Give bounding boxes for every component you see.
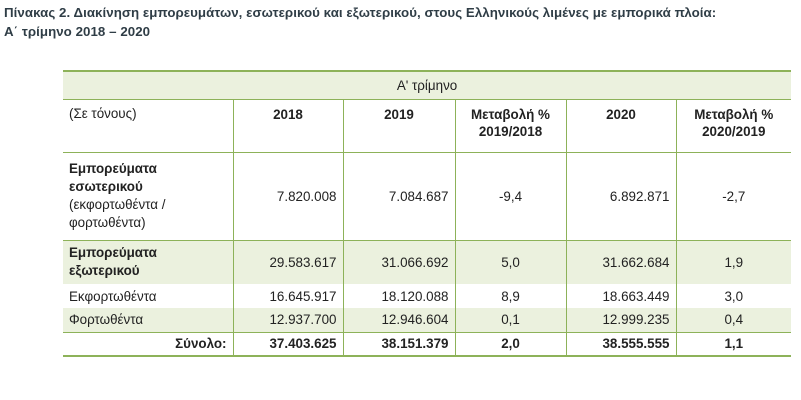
header-2019: 2019 xyxy=(342,98,455,152)
header-change-2020-2019-line2: 2020/2019 xyxy=(702,123,766,139)
cargo-table: Α' τρίμηνο (Σε τόνους) 2018 2019 Μεταβολ… xyxy=(63,70,792,357)
cell-foreign-change2: 1,9 xyxy=(675,239,792,284)
header-change-2020-2019: Μεταβολή % 2020/2019 xyxy=(675,98,792,152)
cell-unloaded-change1: 8,9 xyxy=(454,284,566,308)
cell-loaded-2019: 12.946.604 xyxy=(342,308,455,332)
cell-unloaded-2018: 16.645.917 xyxy=(232,284,343,308)
cell-domestic-change1: -9,4 xyxy=(454,151,566,240)
cell-total-2019: 38.151.379 xyxy=(342,331,455,357)
cell-unloaded-change2: 3,0 xyxy=(675,284,792,308)
cell-loaded-change2: 0,4 xyxy=(675,308,792,332)
table-row-loaded: Φορτωθέντα 12.937.700 12.946.604 0,1 12.… xyxy=(63,308,792,332)
cell-loaded-2018: 12.937.700 xyxy=(232,308,343,332)
cell-foreign-2019: 31.066.692 xyxy=(342,239,455,284)
cell-foreign-change1: 5,0 xyxy=(454,239,566,284)
row-label-unloaded: Εκφορτωθέντα xyxy=(69,288,157,304)
group-header: Α' τρίμηνο xyxy=(63,70,792,99)
cell-total-2020: 38.555.555 xyxy=(565,331,676,357)
header-change-2020-2019-line1: Μεταβολή % xyxy=(694,106,774,122)
column-header-row: (Σε τόνους) 2018 2019 Μεταβολή % 2019/20… xyxy=(63,98,792,152)
header-change-2019-2018-line2: 2019/2018 xyxy=(478,123,543,139)
cell-domestic-2019: 7.084.687 xyxy=(342,151,455,240)
cell-loaded-2020: 12.999.235 xyxy=(565,308,676,332)
page-title: Πίνακας 2. Διακίνηση εμπορευμάτων, εσωτε… xyxy=(4,3,799,41)
header-2020: 2020 xyxy=(565,98,676,152)
row-label-loaded: Φορτωθέντα xyxy=(69,312,144,328)
header-2018: 2018 xyxy=(232,98,343,152)
title-line-1: Πίνακας 2. Διακίνηση εμπορευμάτων, εσωτε… xyxy=(4,5,717,20)
cell-foreign-2020: 31.662.684 xyxy=(565,239,676,284)
cell-domestic-2018: 7.820.008 xyxy=(232,151,343,240)
cell-domestic-change2: -2,7 xyxy=(675,151,792,240)
table-row-foreign: Εμπορεύματα εξωτερικού 29.583.617 31.066… xyxy=(63,239,792,284)
cell-foreign-2018: 29.583.617 xyxy=(232,239,343,284)
unit-label: (Σε τόνους) xyxy=(63,98,233,152)
header-change-2019-2018-line1: Μεταβολή % xyxy=(471,106,550,122)
row-label-domestic: Εμπορεύματα εσωτερικού (εκφορτωθέντα / φ… xyxy=(63,151,233,240)
row-label-foreign: Εμπορεύματα εξωτερικού xyxy=(63,239,233,284)
row-label-total: Σύνολο: xyxy=(63,331,233,357)
cell-total-change2: 1,1 xyxy=(675,331,792,357)
cell-total-2018: 37.403.625 xyxy=(232,331,343,357)
table-row-domestic: Εμπορεύματα εσωτερικού (εκφορτωθέντα / φ… xyxy=(63,151,792,240)
cell-domestic-2020: 6.892.871 xyxy=(565,151,676,240)
table-row-unloaded: Εκφορτωθέντα 16.645.917 18.120.088 8,9 1… xyxy=(63,284,792,308)
cell-unloaded-2020: 18.663.449 xyxy=(565,284,676,308)
group-header-row: Α' τρίμηνο xyxy=(63,70,792,99)
table-row-total: Σύνολο: 37.403.625 38.151.379 2,0 38.555… xyxy=(63,331,792,357)
title-line-2: Α΄ τρίμηνο 2018 – 2020 xyxy=(4,24,151,39)
cell-loaded-change1: 0,1 xyxy=(454,308,566,332)
header-change-2019-2018: Μεταβολή % 2019/2018 xyxy=(454,98,566,152)
cell-unloaded-2019: 18.120.088 xyxy=(342,284,455,308)
cell-total-change1: 2,0 xyxy=(454,331,566,357)
